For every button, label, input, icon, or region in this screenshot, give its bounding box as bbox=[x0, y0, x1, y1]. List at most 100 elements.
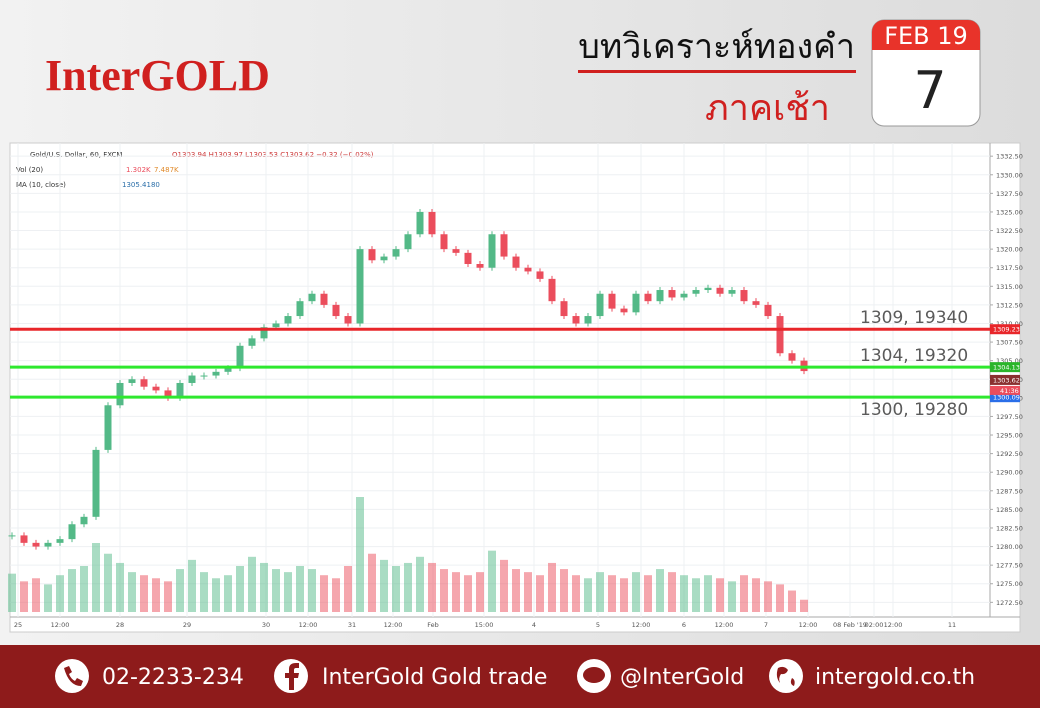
volume-bar bbox=[20, 581, 28, 612]
x-tick-label: Feb bbox=[427, 621, 439, 629]
candle-body bbox=[452, 249, 460, 253]
volume-bar bbox=[584, 578, 592, 612]
volume-bar bbox=[440, 569, 448, 612]
volume-bar bbox=[740, 575, 748, 612]
volume-bar bbox=[464, 575, 472, 612]
facebook: InterGold Gold trade bbox=[322, 665, 547, 690]
footer-bg bbox=[0, 645, 1040, 708]
volume-bar bbox=[308, 569, 316, 612]
volume-bar bbox=[404, 562, 412, 612]
y-tick-label: 1312.50 bbox=[996, 301, 1023, 309]
y-tick-label: 1275.00 bbox=[996, 580, 1023, 588]
x-tick-label: 4 bbox=[532, 621, 536, 629]
candle-body bbox=[740, 290, 748, 302]
volume-bar bbox=[368, 553, 376, 612]
countdown-tag bbox=[990, 385, 1020, 395]
volume-bar bbox=[320, 575, 328, 612]
candle-body bbox=[608, 293, 616, 309]
volume-bar bbox=[260, 562, 268, 612]
candle-body bbox=[32, 542, 40, 547]
x-tick-label: 31 bbox=[348, 621, 356, 629]
volume-bar bbox=[356, 497, 364, 612]
candle-body bbox=[200, 375, 208, 377]
x-tick-label: 02:00 bbox=[865, 621, 884, 629]
y-tick-label: 1282.50 bbox=[996, 524, 1023, 532]
volume-bar bbox=[284, 572, 292, 612]
volume-bar bbox=[32, 578, 40, 612]
y-tick-label: 1272.50 bbox=[996, 599, 1023, 607]
x-tick-label: 28 bbox=[116, 621, 124, 629]
y-tick-label: 1332.50 bbox=[996, 153, 1023, 161]
x-tick-label: 11 bbox=[948, 621, 956, 629]
candle-body bbox=[488, 234, 496, 268]
candle-body bbox=[716, 287, 724, 294]
volume-bar bbox=[200, 572, 208, 612]
x-tick-label: 08 Feb '19 bbox=[833, 621, 867, 629]
y-tick-label: 1317.50 bbox=[996, 264, 1023, 272]
volume-bar bbox=[596, 572, 604, 612]
candle-body bbox=[176, 382, 184, 398]
level-tag bbox=[990, 362, 1020, 373]
calendar-day: 7 bbox=[913, 61, 946, 121]
x-tick-label: 30 bbox=[262, 621, 270, 629]
plot: 1272.50 1275.00 1277.50 1280.00 1282.50 1285.… bbox=[8, 143, 1023, 629]
volume-bar bbox=[152, 578, 160, 612]
candle-body bbox=[692, 290, 700, 294]
candle-body bbox=[596, 293, 604, 317]
candle-body bbox=[392, 249, 400, 257]
candle-body bbox=[80, 516, 88, 525]
volume-bar bbox=[632, 572, 640, 612]
globe-glyph bbox=[776, 666, 795, 686]
volume-bar bbox=[644, 575, 652, 612]
candle-body bbox=[104, 405, 112, 450]
candle-body bbox=[512, 256, 520, 268]
globe-icon bbox=[769, 659, 803, 693]
candle-body bbox=[560, 301, 568, 317]
x-tick-label: 12:00 bbox=[384, 621, 403, 629]
candle-body bbox=[668, 290, 676, 298]
y-tick-label: 1277.50 bbox=[996, 562, 1023, 570]
vol-value: 7.487K bbox=[154, 166, 179, 174]
y-tick-label: 1320.00 bbox=[996, 246, 1023, 254]
candle-body bbox=[344, 316, 352, 324]
volume-bar bbox=[224, 575, 232, 612]
volume-bar bbox=[800, 599, 808, 612]
candle-body bbox=[356, 249, 364, 324]
candle-body bbox=[272, 323, 280, 328]
candle-body bbox=[92, 449, 100, 517]
vol-label: Vol (20) bbox=[16, 166, 43, 174]
volume-bar bbox=[536, 575, 544, 612]
volume-bar bbox=[524, 572, 532, 612]
candle-body bbox=[224, 368, 232, 372]
volume-bar bbox=[548, 562, 556, 612]
volume-bar bbox=[608, 575, 616, 612]
candle-body bbox=[536, 271, 544, 279]
calendar: FEB 19 7 bbox=[871, 19, 981, 127]
subtitle: ภาคเช้า bbox=[705, 88, 830, 129]
volume-bar bbox=[776, 584, 784, 612]
candle-body bbox=[152, 386, 160, 391]
candle-body bbox=[500, 234, 508, 257]
y-tick-label: 1327.50 bbox=[996, 190, 1023, 198]
volume-bar bbox=[620, 578, 628, 612]
level-annotation: 1300, 19280 bbox=[860, 400, 968, 420]
volume-bar bbox=[344, 566, 352, 612]
volume-bar bbox=[332, 578, 340, 612]
x-tick-label: 6 bbox=[682, 621, 686, 629]
website: intergold.co.th bbox=[815, 665, 975, 690]
candle-body bbox=[128, 379, 136, 383]
candle-body bbox=[20, 535, 28, 543]
volume-bar bbox=[8, 573, 16, 612]
volume-bar bbox=[668, 572, 676, 612]
candle-body bbox=[764, 304, 772, 317]
candle-body bbox=[728, 290, 736, 294]
calendar-month: FEB 19 bbox=[884, 22, 968, 50]
phone-glyph bbox=[64, 666, 83, 686]
candle-body bbox=[320, 293, 328, 305]
y-tick-label: 1280.00 bbox=[996, 543, 1023, 551]
volume-bar bbox=[164, 581, 172, 612]
volume-bar bbox=[188, 559, 196, 612]
y-tick-label: 1310.00 bbox=[996, 320, 1023, 328]
y-tick-label: 1292.50 bbox=[996, 450, 1023, 458]
